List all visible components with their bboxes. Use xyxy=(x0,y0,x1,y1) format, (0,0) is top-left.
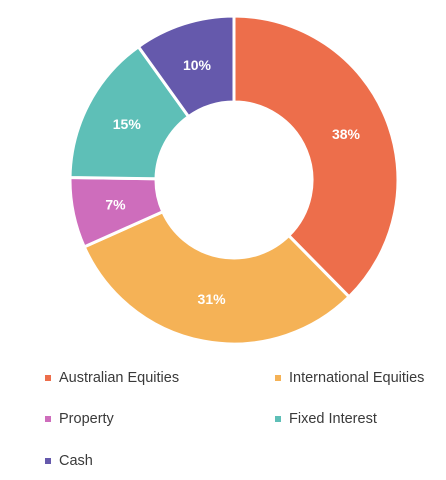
slice-label-cash: 10% xyxy=(183,57,212,73)
legend-marker-cash xyxy=(45,458,51,464)
legend-label-property: Property xyxy=(59,411,115,427)
legend-marker-international-equities xyxy=(275,375,281,381)
legend-label-australian-equities: Australian Equities xyxy=(59,370,179,386)
legend-label-international-equities: International Equities xyxy=(289,370,424,386)
legend-label-fixed-interest: Fixed Interest xyxy=(289,411,377,427)
slice-label-fixed-interest: 15% xyxy=(113,116,142,132)
legend-label-cash: Cash xyxy=(59,453,93,469)
legend-marker-australian-equities xyxy=(45,375,51,381)
legend-item-international-equities: International Equities xyxy=(275,370,424,386)
slice-fixed-interest xyxy=(68,45,191,181)
slice-label-international-equities: 31% xyxy=(198,291,227,307)
legend-marker-fixed-interest xyxy=(275,416,281,422)
slice-label-australian-equities: 38% xyxy=(332,126,361,142)
legend-item-cash: Cash xyxy=(45,453,93,469)
slice-australian-equities xyxy=(232,14,400,299)
donut-value-labels: 38% 31% 7% 15% 10% xyxy=(105,57,360,307)
slice-international-equities xyxy=(82,210,351,346)
slice-cash xyxy=(136,14,236,119)
legend-marker-property xyxy=(45,416,51,422)
legend-item-property: Property xyxy=(45,411,115,427)
chart-legend: Australian Equities International Equitie… xyxy=(45,370,424,469)
slice-label-property: 7% xyxy=(105,196,126,212)
legend-item-fixed-interest: Fixed Interest xyxy=(275,411,377,427)
donut-slices xyxy=(68,14,400,346)
legend-item-australian-equities: Australian Equities xyxy=(45,370,179,386)
